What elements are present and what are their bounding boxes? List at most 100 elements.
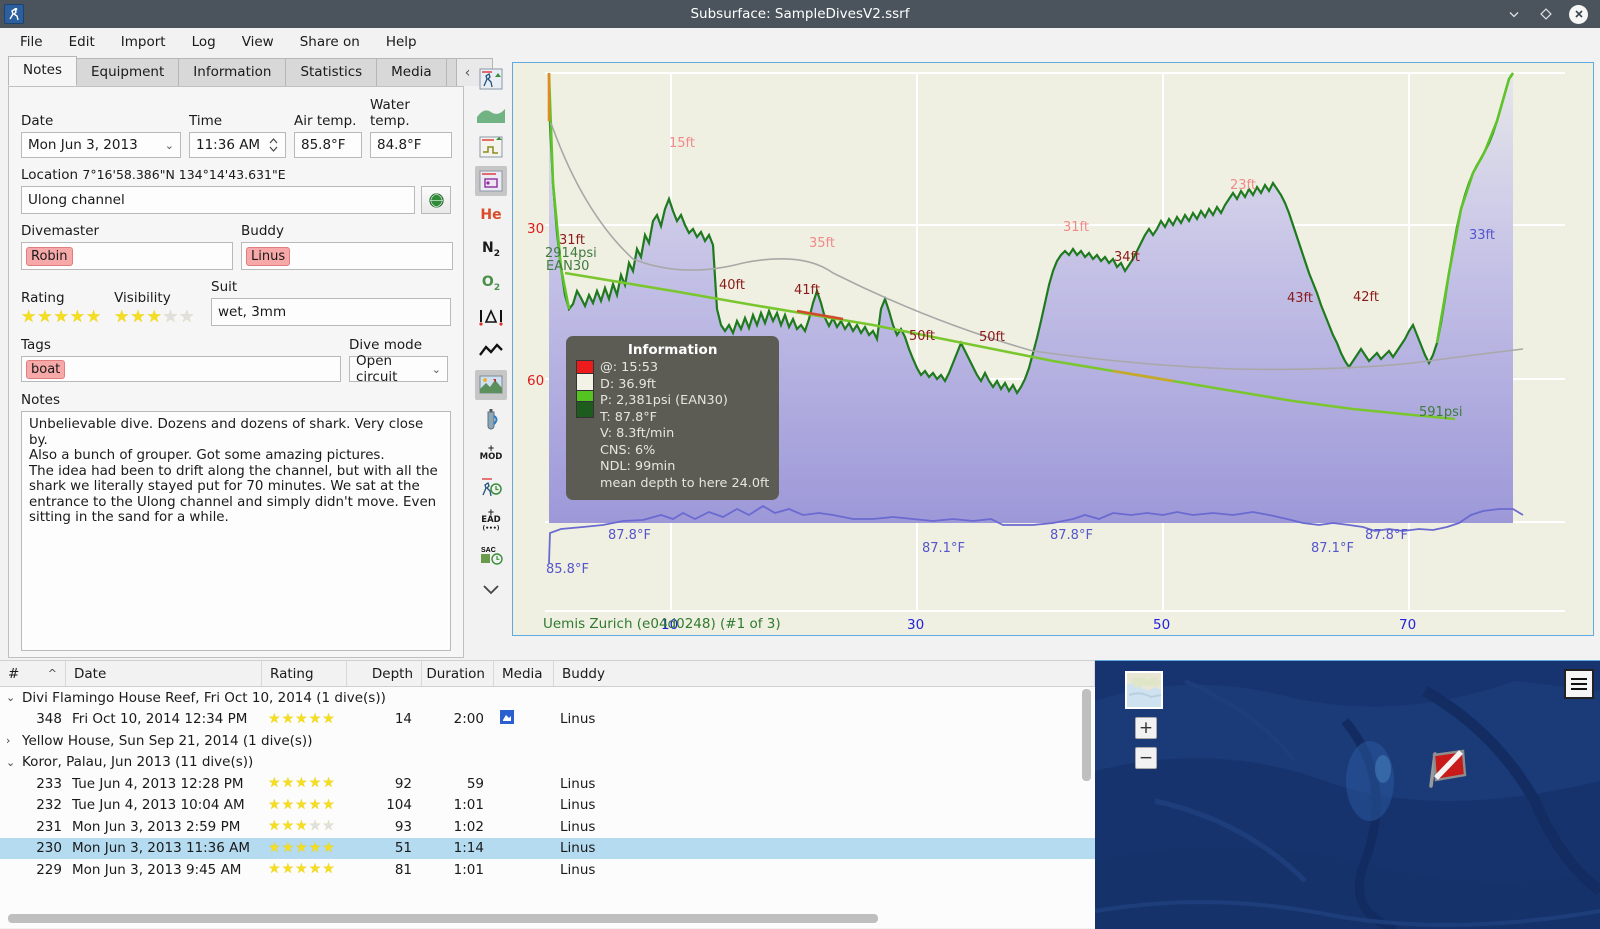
tab-information[interactable]: Information	[178, 58, 287, 86]
tab-media[interactable]: Media	[376, 58, 447, 86]
dive-list-vscrollbar[interactable]	[1082, 689, 1091, 919]
visibility-star-3[interactable]: ★	[146, 307, 162, 327]
dive-flag-marker[interactable]	[1425, 746, 1471, 790]
location-input[interactable]: Ulong channel	[21, 186, 416, 214]
close-icon[interactable]	[1569, 4, 1588, 24]
col-header-date[interactable]: Date	[66, 661, 262, 686]
dive-buddy-cell: Linus	[560, 711, 596, 728]
profile-depth-label: 42ft	[1353, 290, 1379, 305]
hamburger-icon[interactable]	[1564, 669, 1594, 699]
menu-log[interactable]: Log	[191, 34, 216, 50]
rating-star-5[interactable]: ★	[86, 307, 102, 327]
dive-list-row[interactable]: 229 Mon Jun 3, 2013 9:45 AM ★ ★ ★ ★ ★ 81 1:01 Lin…	[0, 859, 1095, 881]
dive-list-row[interactable]: 231 Mon Jun 3, 2013 2:59 PM ★ ★ ★ ★ ★ 93 1:02 Lin…	[0, 816, 1095, 838]
water-temp-input[interactable]: 84.8°F	[370, 132, 452, 158]
maximize-icon[interactable]	[1537, 5, 1555, 23]
date-input[interactable]: Mon Jun 3, 2013 ⌄	[21, 132, 181, 158]
tissue-graph-icon[interactable]	[475, 166, 507, 196]
oxygen-icon[interactable]: O2	[481, 273, 501, 293]
media-icon[interactable]	[500, 710, 514, 728]
tab-statistics[interactable]: Statistics	[285, 58, 378, 86]
photos-icon[interactable]	[475, 370, 507, 400]
chevron-right-icon[interactable]: ›	[6, 734, 11, 748]
dive-duration-cell: 1:01	[453, 861, 484, 878]
dive-list-group-row[interactable]: ⌄ Divi Flamingo House Reef, Fri Oct 10, 2…	[0, 687, 1095, 709]
menu-help[interactable]: Help	[385, 34, 417, 50]
scale-profile-icon[interactable]	[475, 64, 507, 94]
rating-star-4[interactable]: ★	[69, 307, 85, 327]
tags-input[interactable]: boat	[21, 356, 341, 382]
nitrogen-icon[interactable]: N2	[482, 239, 500, 259]
dive-buddy-cell: Linus	[560, 861, 596, 878]
col-header-rating[interactable]: Rating	[262, 661, 347, 686]
tooltip-row: T: 87.8°F	[600, 409, 658, 425]
mod-icon[interactable]: + MOD	[479, 444, 503, 462]
dive-rating-cell: ★ ★ ★ ★ ★	[262, 861, 347, 878]
ead-icon[interactable]: + EAD (•••)	[481, 507, 501, 532]
dive-list-row[interactable]: 348 Fri Oct 10, 2014 12:34 PM ★ ★ ★ ★ ★ 14 2:00 L…	[0, 709, 1095, 731]
map-zoom-out-button[interactable]: −	[1135, 747, 1157, 769]
minimize-icon[interactable]	[1505, 5, 1523, 23]
helium-icon[interactable]: He	[480, 207, 502, 223]
x-tick-10: 10	[661, 617, 678, 633]
menu-import[interactable]: Import	[120, 34, 166, 50]
buddy-token[interactable]: Linus	[246, 246, 291, 266]
sac-icon[interactable]: SAC	[475, 540, 507, 570]
col-header-duration[interactable]: Duration	[422, 661, 494, 686]
dive-list-row[interactable]: 233 Tue Jun 4, 2013 12:28 PM ★ ★ ★ ★ ★ 92 59 Linu…	[0, 773, 1095, 795]
suit-input[interactable]: wet, 3mm	[211, 298, 451, 326]
visibility-star-5[interactable]: ★	[179, 307, 195, 327]
tab-equipment[interactable]: Equipment	[76, 58, 180, 86]
menu-share-on[interactable]: Share on	[299, 34, 360, 50]
col-header-media[interactable]: Media	[494, 661, 554, 686]
divemaster-input[interactable]: Robin	[21, 242, 233, 270]
visibility-stars[interactable]: ★ ★ ★ ★ ★	[114, 309, 203, 326]
menu-edit[interactable]: Edit	[68, 34, 95, 50]
visibility-star-1[interactable]: ★	[114, 307, 130, 327]
rating-star-3[interactable]: ★	[53, 307, 69, 327]
notes-textarea[interactable]: Unbelievable dive. Dozens and dozens of …	[21, 411, 451, 651]
dive-list-hscrollbar[interactable]	[8, 914, 1078, 923]
dive-profile-chart[interactable]: 30 60 10 30 50 70 15ft 31ft 2914psi EAN30 40…	[512, 62, 1594, 636]
dive-mode-select[interactable]: Open circuit ⌄	[349, 353, 448, 385]
rating-star-1[interactable]: ★	[21, 307, 37, 327]
col-header-buddy[interactable]: Buddy	[554, 661, 1095, 686]
dive-number-cell: 348	[36, 711, 62, 728]
air-temp-input[interactable]: 85.8°F	[294, 132, 362, 158]
col-header-number[interactable]: # ^	[0, 661, 66, 686]
profile-temperature-label: 87.8°F	[608, 528, 651, 543]
globe-icon[interactable]	[421, 186, 451, 214]
col-header-depth[interactable]: Depth	[347, 661, 422, 686]
tag-token[interactable]: boat	[26, 359, 66, 379]
deco-delta-icon[interactable]	[475, 302, 507, 332]
tab-notes[interactable]: Notes	[8, 56, 77, 86]
menu-file[interactable]: File	[20, 34, 43, 50]
dc-reported-ceiling-icon[interactable]	[475, 98, 507, 128]
time-input[interactable]: 11:36 AM	[189, 132, 286, 158]
visibility-star-2[interactable]: ★	[130, 307, 146, 327]
divemaster-token[interactable]: Robin	[26, 246, 73, 266]
pressure-graph-icon[interactable]	[475, 336, 507, 366]
menu-view[interactable]: View	[241, 34, 274, 50]
chevron-down-icon[interactable]	[475, 574, 507, 604]
calculated-ceiling-icon[interactable]	[475, 132, 507, 162]
tab-prev-icon[interactable]: ‹	[464, 64, 471, 81]
dive-list-row[interactable]: 230 Mon Jun 3, 2013 11:36 AM ★ ★ ★ ★ ★ 51 1:14 Li…	[0, 837, 1095, 859]
chevron-down-icon[interactable]: ⌄	[6, 691, 16, 705]
dive-depth-cell: 14	[394, 711, 412, 728]
map-overview-thumbnail[interactable]	[1125, 671, 1163, 709]
stepper-icon[interactable]	[268, 136, 279, 154]
chevron-down-icon[interactable]: ⌄	[6, 755, 16, 769]
rating-stars[interactable]: ★ ★ ★ ★ ★	[21, 309, 106, 326]
dive-list-group-row[interactable]: ⌄ Koror, Palau, Jun 2013 (11 dive(s))	[0, 752, 1095, 774]
buddy-input[interactable]: Linus	[241, 242, 453, 270]
rating-star-2[interactable]: ★	[37, 307, 53, 327]
map-zoom-in-button[interactable]: +	[1135, 717, 1157, 739]
ndl-tts-icon[interactable]	[475, 472, 507, 502]
tankbar-icon[interactable]	[475, 404, 507, 434]
dive-list-group-row[interactable]: › Yellow House, Sun Sep 21, 2014 (1 dive(…	[0, 730, 1095, 752]
visibility-star-4[interactable]: ★	[162, 307, 179, 327]
map-panel[interactable]: + −	[1095, 660, 1600, 929]
profile-temperature-label: 87.1°F	[1311, 541, 1354, 556]
dive-list-row[interactable]: 232 Tue Jun 4, 2013 10:04 AM ★ ★ ★ ★ ★ 104 1:01 L…	[0, 795, 1095, 817]
